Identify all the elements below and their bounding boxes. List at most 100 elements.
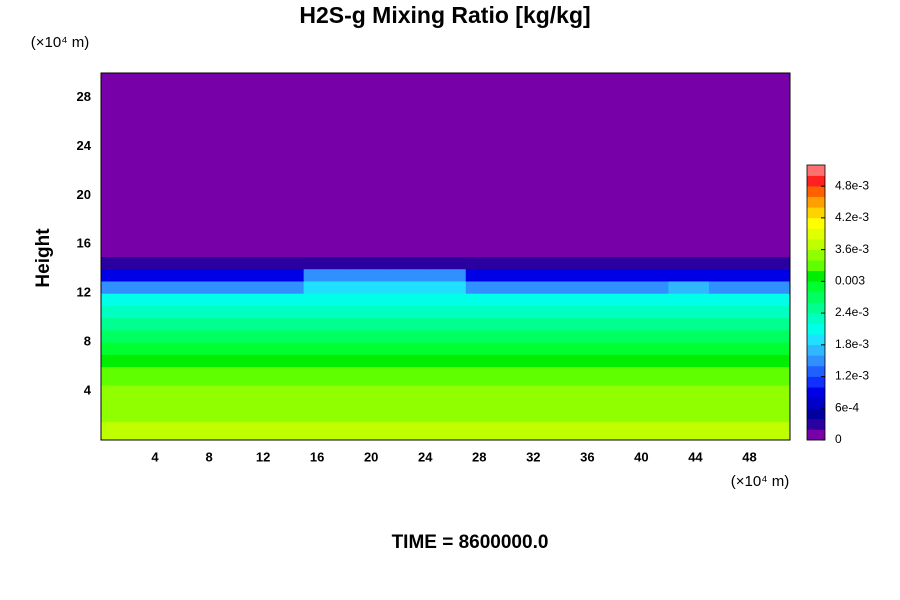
heat-cell — [141, 256, 183, 270]
heat-cell — [101, 317, 143, 331]
heat-cell — [708, 268, 750, 282]
colorbar-swatch — [807, 408, 825, 420]
heat-cell — [344, 317, 386, 331]
colorbar-swatch — [807, 429, 825, 441]
heat-cell — [425, 342, 467, 355]
heat-cell — [749, 317, 791, 331]
heat-cell — [344, 280, 386, 294]
heat-cell — [708, 384, 750, 404]
colorbar-swatch — [807, 239, 825, 250]
heat-cell — [344, 384, 386, 404]
y-unit: (×10⁴ m) — [31, 34, 90, 51]
heat-cell — [668, 329, 710, 343]
heat-cell — [708, 329, 750, 343]
heat-cell — [344, 268, 386, 282]
heat-cell — [749, 366, 791, 386]
heat-cell — [425, 403, 467, 423]
footer: TIME = 8600000.0 — [392, 532, 549, 553]
heat-cell — [263, 366, 305, 386]
heat-cell — [141, 403, 183, 423]
heat-cell — [384, 293, 426, 306]
heat-cell — [344, 329, 386, 343]
heat-cell — [425, 280, 467, 294]
colorbar-tick-label: 1.8e-3 — [835, 337, 869, 351]
heat-cell — [749, 329, 791, 343]
heat-cell — [384, 354, 426, 368]
heat-cell — [506, 280, 548, 294]
heat-cell — [749, 256, 791, 270]
heat-cell — [344, 256, 386, 270]
heat-cell — [182, 354, 224, 368]
colorbar-swatch — [807, 249, 825, 261]
heat-cell — [101, 329, 143, 343]
heat-cell — [303, 317, 345, 331]
x-tick-label: 40 — [634, 449, 648, 464]
x-tick-label: 4 — [151, 449, 159, 464]
heat-cell — [749, 280, 791, 294]
colorbar-tick-label: 6e-4 — [835, 400, 859, 414]
heat-cell — [708, 342, 750, 355]
heat-cell — [749, 268, 791, 282]
heat-cell — [263, 421, 305, 441]
heat-cell — [627, 317, 669, 331]
heat-cell — [222, 421, 264, 441]
heat-cell — [627, 305, 669, 319]
heat-cell — [101, 342, 143, 355]
heat-cell — [465, 317, 507, 331]
heat-cell — [182, 317, 224, 331]
heat-cell — [708, 403, 750, 423]
heat-cell — [344, 293, 386, 306]
heat-cell — [263, 256, 305, 270]
colorbar-swatch — [807, 313, 825, 324]
heat-cell — [668, 342, 710, 355]
heat-cell — [465, 366, 507, 386]
heat-cell — [627, 268, 669, 282]
heat-cell — [141, 280, 183, 294]
heat-cell — [627, 403, 669, 423]
heat-cell — [303, 366, 345, 386]
heat-cell — [465, 305, 507, 319]
heat-cell — [384, 403, 426, 423]
heat-cell — [222, 73, 264, 257]
colorbar-swatch — [807, 355, 825, 367]
heat-cell — [101, 421, 143, 441]
heat-cell — [708, 305, 750, 319]
heat-cell — [141, 366, 183, 386]
heat-cell — [546, 354, 588, 368]
heat-cell — [222, 280, 264, 294]
heat-cell — [668, 403, 710, 423]
heat-cell — [708, 421, 750, 441]
heat-cell — [587, 305, 629, 319]
heat-cell — [546, 268, 588, 282]
heat-cell — [506, 354, 548, 368]
heat-cell — [668, 73, 710, 257]
heat-cell — [182, 384, 224, 404]
colorbar-swatch — [807, 207, 825, 219]
heat-cell — [182, 305, 224, 319]
heat-cell — [344, 403, 386, 423]
heat-cell — [749, 403, 791, 423]
heat-cell — [668, 305, 710, 319]
heat-cell — [668, 366, 710, 386]
heat-cell — [384, 256, 426, 270]
heat-cell — [465, 342, 507, 355]
y-tick-label: 20 — [77, 187, 91, 202]
x-unit: (×10⁴ m) — [731, 473, 790, 490]
colorbar-frame — [806, 164, 826, 441]
heat-cell — [141, 329, 183, 343]
heat-cell — [587, 317, 629, 331]
heat-cell — [222, 256, 264, 270]
heat-cell — [263, 384, 305, 404]
heat-cell — [668, 317, 710, 331]
heat-cell — [708, 73, 750, 257]
x-tick-label: 48 — [742, 449, 756, 464]
heat-cell — [222, 293, 264, 306]
heat-cell — [101, 384, 143, 404]
heat-cell — [627, 73, 669, 257]
heat-cell — [222, 329, 264, 343]
heat-cell — [425, 268, 467, 282]
heat-cell — [627, 421, 669, 441]
heat-cell — [182, 268, 224, 282]
heat-cell — [222, 268, 264, 282]
plot-frame — [100, 72, 791, 441]
